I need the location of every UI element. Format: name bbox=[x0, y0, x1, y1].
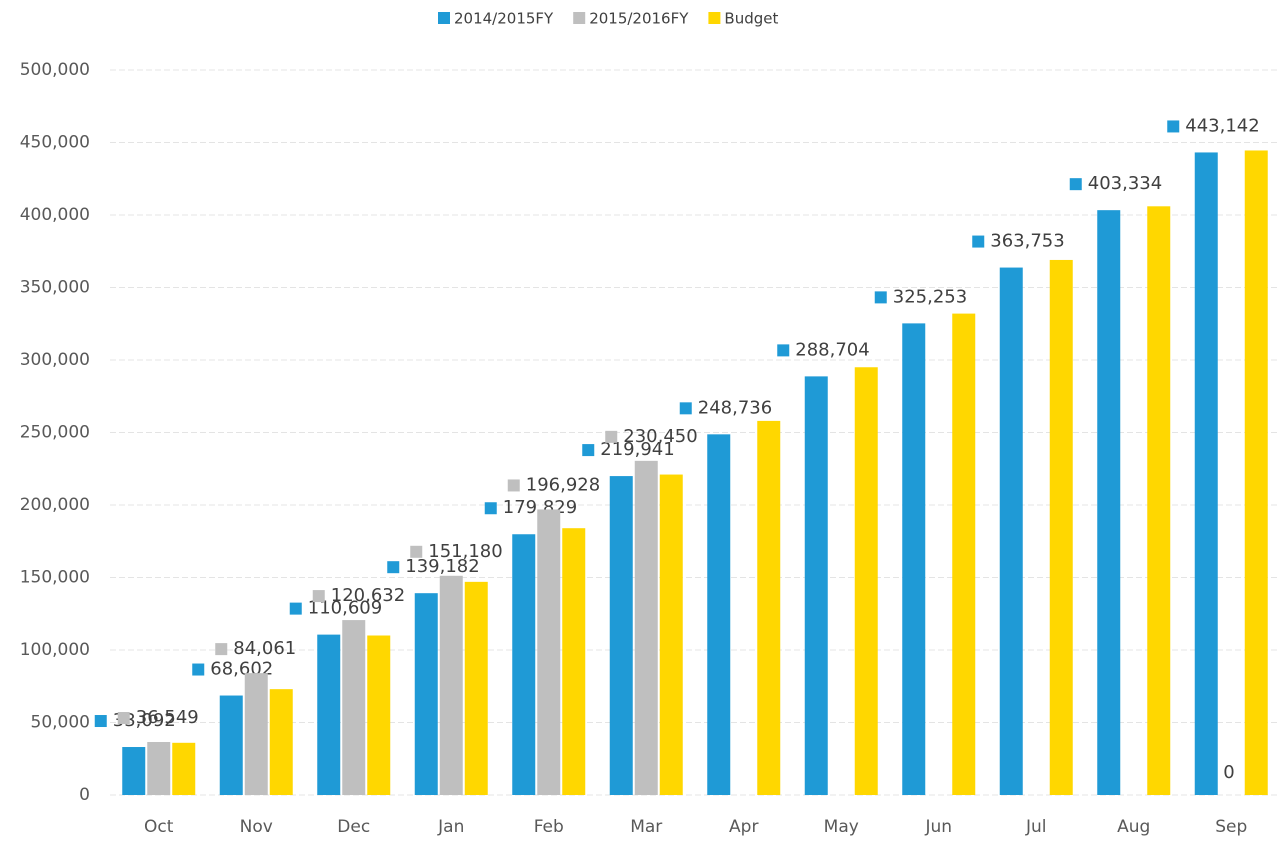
bar bbox=[757, 420, 781, 795]
bar bbox=[707, 434, 731, 795]
bar bbox=[512, 534, 536, 795]
x-tick-label: Sep bbox=[1215, 817, 1247, 837]
x-tick-label: Dec bbox=[337, 817, 370, 837]
x-tick-label: Oct bbox=[144, 817, 174, 837]
x-tick-label: Apr bbox=[729, 817, 758, 837]
data-label: 403,334 bbox=[1088, 173, 1162, 194]
label-marker bbox=[1167, 120, 1180, 133]
x-tick-label: Jan bbox=[437, 817, 464, 837]
y-tick-label: 0 bbox=[79, 785, 90, 805]
data-label: 363,753 bbox=[990, 231, 1064, 252]
x-tick-label: Jul bbox=[1025, 817, 1047, 837]
bar bbox=[172, 742, 196, 795]
bar bbox=[659, 474, 683, 795]
x-tick-label: May bbox=[824, 817, 859, 837]
label-marker bbox=[1069, 178, 1082, 191]
x-tick-label: Jun bbox=[924, 817, 952, 837]
label-marker bbox=[192, 663, 205, 676]
x-tick-label: Feb bbox=[534, 817, 564, 837]
label-marker bbox=[484, 502, 497, 515]
data-label: 248,736 bbox=[698, 397, 772, 418]
bar bbox=[804, 376, 828, 795]
label-marker bbox=[94, 715, 107, 728]
bar bbox=[244, 673, 268, 795]
bar bbox=[439, 575, 463, 795]
data-label: 0 bbox=[1223, 762, 1234, 783]
y-tick-label: 50,000 bbox=[31, 713, 90, 733]
legend-label: 2014/2015FY bbox=[454, 10, 554, 28]
bar bbox=[342, 620, 366, 795]
label-marker bbox=[777, 344, 790, 357]
bar bbox=[219, 695, 243, 795]
legend-label: Budget bbox=[724, 10, 778, 28]
label-marker bbox=[215, 643, 228, 656]
label-marker bbox=[312, 590, 325, 603]
bar bbox=[464, 581, 488, 795]
label-marker bbox=[605, 430, 618, 443]
data-label: 151,180 bbox=[428, 541, 502, 562]
legend-marker bbox=[438, 12, 450, 24]
y-tick-label: 500,000 bbox=[20, 60, 90, 80]
label-marker bbox=[679, 402, 692, 415]
bar bbox=[414, 593, 438, 795]
bar bbox=[269, 689, 293, 795]
bar bbox=[122, 747, 146, 795]
label-marker bbox=[507, 479, 520, 492]
data-label: 84,061 bbox=[233, 638, 296, 659]
data-label: 139,182 bbox=[405, 556, 479, 577]
bar bbox=[317, 634, 341, 795]
x-tick-label: Nov bbox=[240, 817, 273, 837]
bar bbox=[634, 460, 658, 795]
legend-marker bbox=[708, 12, 721, 24]
y-tick-label: 350,000 bbox=[20, 278, 90, 298]
data-label: 219,941 bbox=[600, 439, 674, 460]
data-label: 196,928 bbox=[526, 474, 600, 495]
y-tick-label: 400,000 bbox=[20, 205, 90, 225]
y-tick-label: 100,000 bbox=[20, 640, 90, 660]
bar bbox=[1194, 152, 1218, 796]
y-tick-label: 150,000 bbox=[20, 568, 90, 588]
data-label: 230,450 bbox=[623, 426, 697, 447]
y-tick-label: 250,000 bbox=[20, 423, 90, 443]
label-marker bbox=[972, 235, 985, 248]
label-marker bbox=[410, 545, 423, 558]
y-tick-label: 300,000 bbox=[20, 350, 90, 370]
label-marker bbox=[582, 444, 595, 457]
bar bbox=[1097, 210, 1121, 795]
bar bbox=[537, 509, 561, 795]
bar bbox=[1049, 259, 1073, 795]
x-tick-label: Aug bbox=[1117, 817, 1150, 837]
data-label: 110,609 bbox=[308, 598, 382, 619]
label-marker bbox=[387, 561, 400, 574]
data-label: 443,142 bbox=[1185, 115, 1259, 136]
bar bbox=[1244, 150, 1268, 796]
y-tick-label: 450,000 bbox=[20, 133, 90, 153]
legend-label: 2015/2016FY bbox=[589, 10, 689, 28]
y-tick-label: 200,000 bbox=[20, 495, 90, 515]
bar bbox=[562, 528, 586, 795]
bar bbox=[1147, 206, 1171, 796]
data-label: 288,704 bbox=[795, 339, 869, 360]
bar bbox=[609, 476, 633, 795]
data-label: 36,549 bbox=[136, 707, 199, 728]
label-marker bbox=[117, 712, 130, 725]
data-label: 120,632 bbox=[331, 585, 405, 606]
label-marker bbox=[289, 602, 302, 615]
x-tick-label: Mar bbox=[630, 817, 662, 837]
bar bbox=[367, 635, 391, 795]
bar bbox=[952, 313, 976, 795]
data-label: 325,253 bbox=[893, 286, 967, 307]
legend-marker bbox=[573, 12, 586, 24]
bar bbox=[902, 323, 926, 795]
bar bbox=[854, 367, 878, 795]
bar bbox=[999, 267, 1023, 796]
label-marker bbox=[874, 291, 887, 304]
bar bbox=[147, 742, 171, 795]
